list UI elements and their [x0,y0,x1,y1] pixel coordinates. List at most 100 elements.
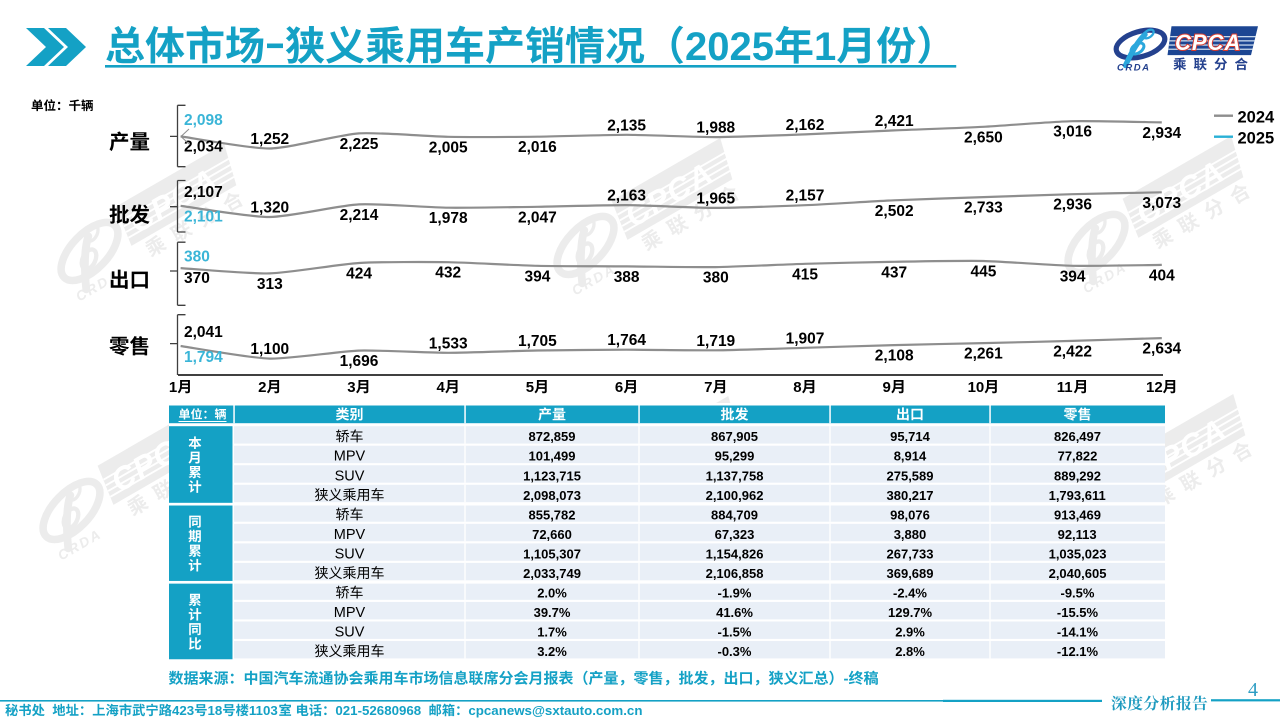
svg-text:18: 18 [208,703,223,718]
svg-text:2,422: 2,422 [1053,343,1092,360]
svg-text:380: 380 [703,270,729,287]
svg-text:8,914: 8,914 [894,449,927,464]
svg-text:-12.1%: -12.1% [1057,644,1099,659]
svg-text:5: 5 [526,379,534,396]
svg-text:1,137,758: 1,137,758 [706,468,764,483]
svg-text:021-52680968: 021-52680968 [335,703,421,718]
svg-text:129.7%: 129.7% [888,605,933,620]
svg-text:2,100,962: 2,100,962 [706,488,764,503]
svg-text:2,733: 2,733 [964,200,1003,217]
svg-text:101,499: 101,499 [529,449,576,464]
svg-text:1,965: 1,965 [696,190,735,207]
svg-text:67,323: 67,323 [715,527,755,542]
svg-text:415: 415 [792,266,818,283]
svg-text:884,709: 884,709 [711,507,758,522]
svg-text:275,589: 275,589 [887,468,934,483]
svg-text:913,469: 913,469 [1054,507,1101,522]
svg-text:867,905: 867,905 [711,429,758,444]
svg-text:2,107: 2,107 [184,184,223,201]
svg-text:-15.5%: -15.5% [1057,605,1099,620]
svg-text:1,978: 1,978 [429,210,468,227]
svg-text:1,764: 1,764 [607,332,646,349]
svg-text:872,859: 872,859 [529,429,576,444]
svg-text:394: 394 [525,268,551,285]
svg-text:98,076: 98,076 [890,507,930,522]
svg-text:2,214: 2,214 [340,207,379,224]
svg-text:9: 9 [883,379,891,396]
svg-text:2,108: 2,108 [875,348,914,365]
svg-text:11: 11 [1057,379,1073,396]
svg-text:1,794: 1,794 [184,349,223,366]
svg-text:889,292: 889,292 [1054,468,1101,483]
svg-text:cpcanews@sxtauto.com.cn: cpcanews@sxtauto.com.cn [468,703,642,718]
svg-text:95,299: 95,299 [715,449,755,464]
svg-text:1,035,023: 1,035,023 [1049,546,1107,561]
svg-text:1,100: 1,100 [250,341,289,358]
svg-text:826,497: 826,497 [1054,429,1101,444]
svg-text:1,719: 1,719 [696,333,735,350]
svg-text:7: 7 [704,379,712,396]
svg-text:2,225: 2,225 [340,136,379,153]
svg-text:1,988: 1,988 [696,120,735,137]
svg-text:404: 404 [1149,267,1175,284]
svg-text:2,101: 2,101 [184,209,223,226]
svg-text:2025: 2025 [1238,130,1275,148]
svg-text:2,041: 2,041 [184,324,223,341]
svg-text:2,098: 2,098 [184,112,223,129]
svg-text:432: 432 [435,265,461,282]
svg-text:1,705: 1,705 [518,333,557,350]
svg-text:388: 388 [614,269,640,286]
svg-text:6: 6 [615,379,623,396]
svg-text:2,106,858: 2,106,858 [706,566,764,581]
svg-text:380,217: 380,217 [887,488,934,503]
svg-text:4: 4 [437,379,446,396]
svg-text:1.7%: 1.7% [537,625,567,640]
svg-text:2,033,749: 2,033,749 [523,566,581,581]
svg-text:1: 1 [169,379,177,396]
svg-text:1103: 1103 [249,703,278,718]
svg-text:1,123,715: 1,123,715 [523,468,581,483]
svg-text:4: 4 [1248,679,1258,701]
svg-text:MPV: MPV [334,605,366,621]
svg-text:1,696: 1,696 [340,353,379,370]
svg-text:10: 10 [968,379,985,396]
svg-text:394: 394 [1060,268,1086,285]
svg-text:-9.5%: -9.5% [1061,585,1095,600]
svg-text:2,098,073: 2,098,073 [523,488,581,503]
svg-text:2,502: 2,502 [875,203,914,220]
svg-text:1,533: 1,533 [429,335,468,352]
svg-text:41.6%: 41.6% [716,605,753,620]
svg-text:855,782: 855,782 [529,507,576,522]
svg-text:370: 370 [184,270,210,287]
svg-text:-: - [844,671,849,688]
svg-text:2.0%: 2.0% [537,585,567,600]
svg-text:313: 313 [257,276,283,293]
svg-text:39.7%: 39.7% [534,605,571,620]
svg-text:2,421: 2,421 [875,113,914,130]
svg-text:2,261: 2,261 [964,346,1003,363]
svg-text:1,105,307: 1,105,307 [523,546,581,561]
svg-text:-1.9%: -1.9% [718,585,752,600]
svg-text:8: 8 [793,379,801,396]
svg-text:380: 380 [184,248,210,265]
svg-text:3.2%: 3.2% [537,644,567,659]
svg-text:2,634: 2,634 [1142,341,1181,358]
svg-text:2,157: 2,157 [786,188,825,205]
svg-text:2,135: 2,135 [607,117,646,134]
svg-text:MPV: MPV [334,527,366,543]
svg-text:-0.3%: -0.3% [718,644,752,659]
svg-text:2,034: 2,034 [184,138,223,155]
svg-text:CRDA: CRDA [1117,63,1150,74]
svg-text:1,154,826: 1,154,826 [706,546,764,561]
svg-text:3,073: 3,073 [1142,195,1181,212]
svg-text:1,793,611: 1,793,611 [1049,488,1106,503]
svg-text:1,320: 1,320 [250,200,289,217]
svg-text:MPV: MPV [334,449,366,465]
svg-text:3,016: 3,016 [1053,124,1092,141]
svg-text:2: 2 [258,379,266,396]
svg-text:2,040,605: 2,040,605 [1049,566,1107,581]
svg-text:445: 445 [971,264,997,281]
svg-text:95,714: 95,714 [890,429,931,444]
svg-text:3,880: 3,880 [894,527,927,542]
svg-text:2,047: 2,047 [518,209,557,226]
